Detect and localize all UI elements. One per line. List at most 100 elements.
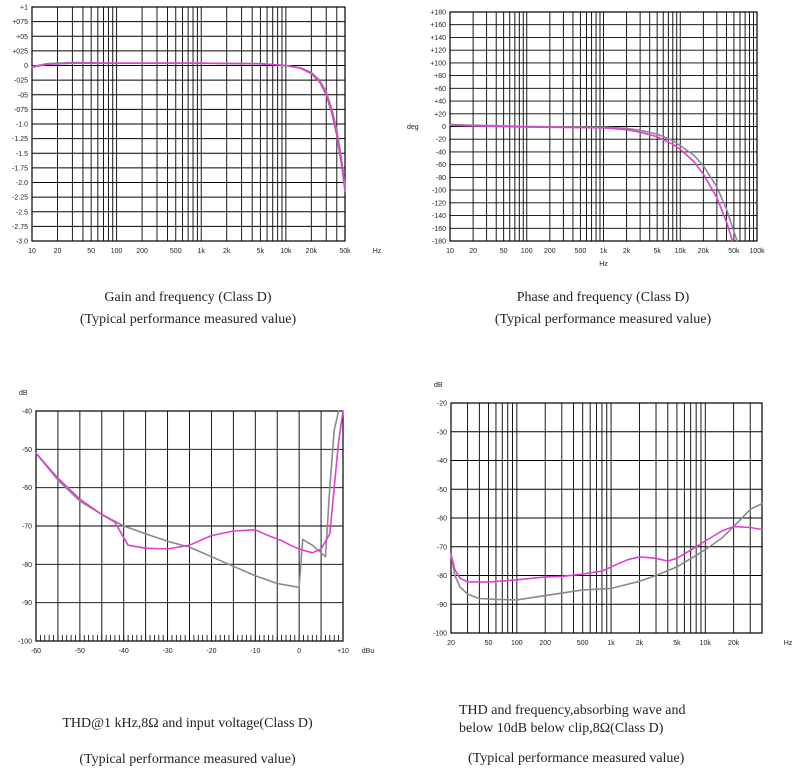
y-tick-label: -2.0 (16, 180, 28, 187)
y-unit-label: dB (19, 390, 28, 397)
x-tick-label: 5k (653, 248, 661, 255)
y-tick-label: -2.25 (12, 195, 28, 202)
series-line-gray (449, 123, 738, 242)
x-tick-label: 20k (728, 640, 740, 647)
y-tick-label: -40 (436, 149, 446, 156)
x-tick-label: 20k (698, 248, 710, 255)
y-tick-label: 0 (442, 124, 446, 131)
plot-frame (31, 6, 346, 242)
x-tick-label: 500 (575, 248, 587, 255)
y-tick-label: +160 (430, 22, 446, 29)
x-tick-label: 2k (223, 248, 231, 255)
x-tick-label: 20 (447, 640, 455, 647)
y-tick-label: +120 (430, 48, 446, 55)
x-tick-label: -30 (163, 648, 173, 655)
thd-level-chart: -40-50-60-70-80-90-100-60 -50 -40 -30 -20 -10… (18, 390, 374, 655)
y-tick-label: -1.5 (16, 151, 28, 158)
x-tick-label: 1k (198, 248, 206, 255)
y-tick-label: -20 (436, 137, 446, 144)
y-tick-label: -025 (14, 78, 28, 85)
plot-frame (449, 11, 758, 242)
y-tick-label: +20 (434, 111, 446, 118)
y-tick-label: -05 (18, 92, 28, 99)
x-tick-label: 500 (577, 640, 589, 647)
y-tick-label: -20 (437, 401, 447, 408)
series-line-magenta (450, 525, 763, 583)
y-tick-label: +80 (434, 73, 446, 80)
y-tick-label: -180 (432, 239, 446, 246)
phase-caption-line-2: (Typical performance measured value) (494, 312, 712, 327)
x-tick-label: 10k (280, 248, 292, 255)
x-tick-label: 1k (607, 640, 615, 647)
y-tick-label: -90 (22, 600, 32, 607)
gain-caption-line-1: Gain and frequency (Class D) (104, 290, 272, 305)
y-unit-label: dB (434, 382, 443, 389)
y-tick-label: -30 (437, 429, 447, 436)
y-tick-label: -3.0 (16, 239, 28, 246)
y-tick-label: +140 (430, 35, 446, 42)
thd-level-caption-line-2: (Typical performance measured value) (79, 752, 296, 767)
x-tick-label: +10 (337, 648, 349, 655)
x-tick-label: -50 (75, 648, 85, 655)
x-tick-label: 10k (675, 248, 687, 255)
gain-chart: +1 +075 +05 +025 0 -025 -05 -075 -1.0 -1.25 -1.5 -1… (12, 5, 382, 256)
y-tick-label: +025 (12, 48, 28, 55)
plot-frame (35, 410, 344, 642)
x-unit-label: Hz (784, 640, 793, 647)
thd-level-caption-line-1: THD@1 kHz,8Ω and input voltage(Class D) (62, 716, 313, 731)
x-tick-label: 50 (485, 640, 493, 647)
y-tick-label: -2.75 (12, 224, 28, 231)
x-unit-label: dBu (362, 648, 375, 655)
thd-frequency-caption-line-2: below 10dB below clip,8Ω(Class D) (459, 721, 664, 736)
x-tick-label: -10 (250, 648, 260, 655)
y-tick-label: +1 (20, 5, 28, 12)
y-tick-label: +075 (12, 19, 28, 26)
x-tick-label: 0 (297, 648, 301, 655)
x-tick-label: 200 (136, 248, 148, 255)
x-tick-label: 20 (54, 248, 62, 255)
series-line-magenta (449, 124, 734, 242)
x-tick-label: 2k (636, 640, 644, 647)
series-line-magenta (31, 62, 346, 193)
plot-frame (450, 402, 763, 634)
x-tick-label: -60 (31, 648, 41, 655)
y-tick-label: -50 (437, 487, 447, 494)
x-tick-label: 100 (111, 248, 123, 255)
gain-caption-line-2: (Typical performance measured value) (79, 312, 297, 327)
y-unit-label: deg (407, 124, 419, 131)
phase-chart: +180 +160 +140 +120 +100 +80 +60 +40 +20 0 -20 -40 -… (407, 10, 765, 269)
x-tick-label: 10 (446, 248, 454, 255)
y-tick-label: -70 (437, 544, 447, 551)
y-tick-label: 0 (24, 63, 28, 70)
x-unit-label: Hz (373, 248, 382, 255)
y-tick-label: -40 (437, 458, 447, 465)
x-tick-label: 50k (339, 248, 351, 255)
y-tick-label: -1.75 (12, 165, 28, 172)
x-tick-label: 10k (700, 640, 712, 647)
phase-caption-line-1: Phase and frequency (Class D) (516, 290, 690, 305)
phase-caption: Phase and frequency (Class D) (Typical p… (446, 287, 760, 331)
x-tick-label: 20 (469, 248, 477, 255)
y-tick-label: -160 (432, 226, 446, 233)
y-tick-label: -120 (432, 200, 446, 207)
thd-frequency-caption-line-1: THD and frequency,absorbing wave and (459, 703, 686, 718)
x-unit-label: Hz (599, 261, 608, 268)
x-tick-label: -40 (119, 648, 129, 655)
x-tick-label: -20 (206, 648, 216, 655)
y-tick-label: -1.25 (12, 136, 28, 143)
x-tick-label: 50k (728, 248, 740, 255)
y-tick-label: -90 (437, 602, 447, 609)
y-tick-label: -80 (436, 175, 446, 182)
y-tick-label: +100 (430, 60, 446, 67)
y-tick-label: -50 (22, 447, 32, 454)
y-tick-label: -60 (22, 485, 32, 492)
y-tick-label: +05 (16, 34, 28, 41)
y-tick-label: -100 (18, 639, 32, 646)
x-tick-label: 100 (521, 248, 533, 255)
y-tick-label: -140 (432, 213, 446, 220)
y-tick-label: -60 (436, 162, 446, 169)
x-tick-label: 200 (544, 248, 556, 255)
y-tick-label: +40 (434, 99, 446, 106)
